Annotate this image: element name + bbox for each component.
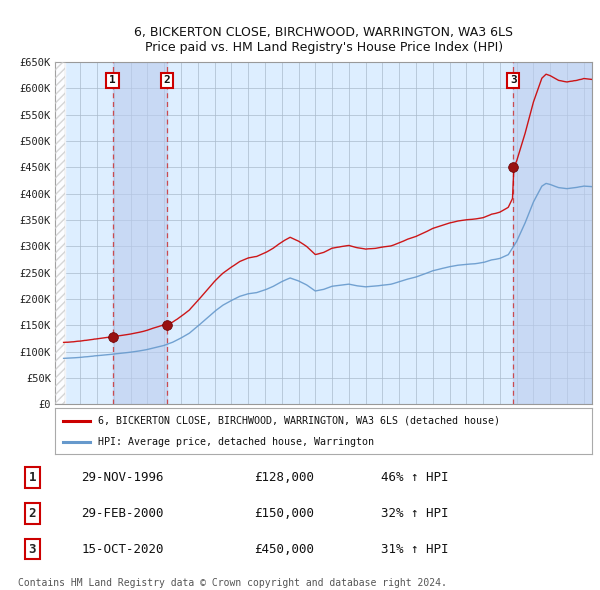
Text: 3: 3 [28,543,36,556]
Text: 29-FEB-2000: 29-FEB-2000 [81,507,164,520]
Text: 2: 2 [164,76,170,86]
Bar [513,62,592,404]
Text: 32% ↑ HPI: 32% ↑ HPI [380,507,448,520]
Text: £450,000: £450,000 [254,543,314,556]
Text: 1: 1 [28,471,36,484]
Text: £150,000: £150,000 [254,507,314,520]
Text: 3: 3 [510,76,517,86]
Text: 29-NOV-1996: 29-NOV-1996 [81,471,164,484]
Text: 6, BICKERTON CLOSE, BIRCHWOOD, WARRINGTON, WA3 6LS (detached house): 6, BICKERTON CLOSE, BIRCHWOOD, WARRINGTO… [98,416,500,426]
Text: 15-OCT-2020: 15-OCT-2020 [81,543,164,556]
Bar [113,62,167,404]
Text: Contains HM Land Registry data © Crown copyright and database right 2024.: Contains HM Land Registry data © Crown c… [18,578,446,588]
Text: 46% ↑ HPI: 46% ↑ HPI [380,471,448,484]
Text: 2: 2 [28,507,36,520]
Title: 6, BICKERTON CLOSE, BIRCHWOOD, WARRINGTON, WA3 6LS
Price paid vs. HM Land Regist: 6, BICKERTON CLOSE, BIRCHWOOD, WARRINGTO… [134,26,513,54]
Bar [55,62,65,404]
Text: 1: 1 [109,76,116,86]
Text: £128,000: £128,000 [254,471,314,484]
Text: HPI: Average price, detached house, Warrington: HPI: Average price, detached house, Warr… [98,437,374,447]
Text: 31% ↑ HPI: 31% ↑ HPI [380,543,448,556]
